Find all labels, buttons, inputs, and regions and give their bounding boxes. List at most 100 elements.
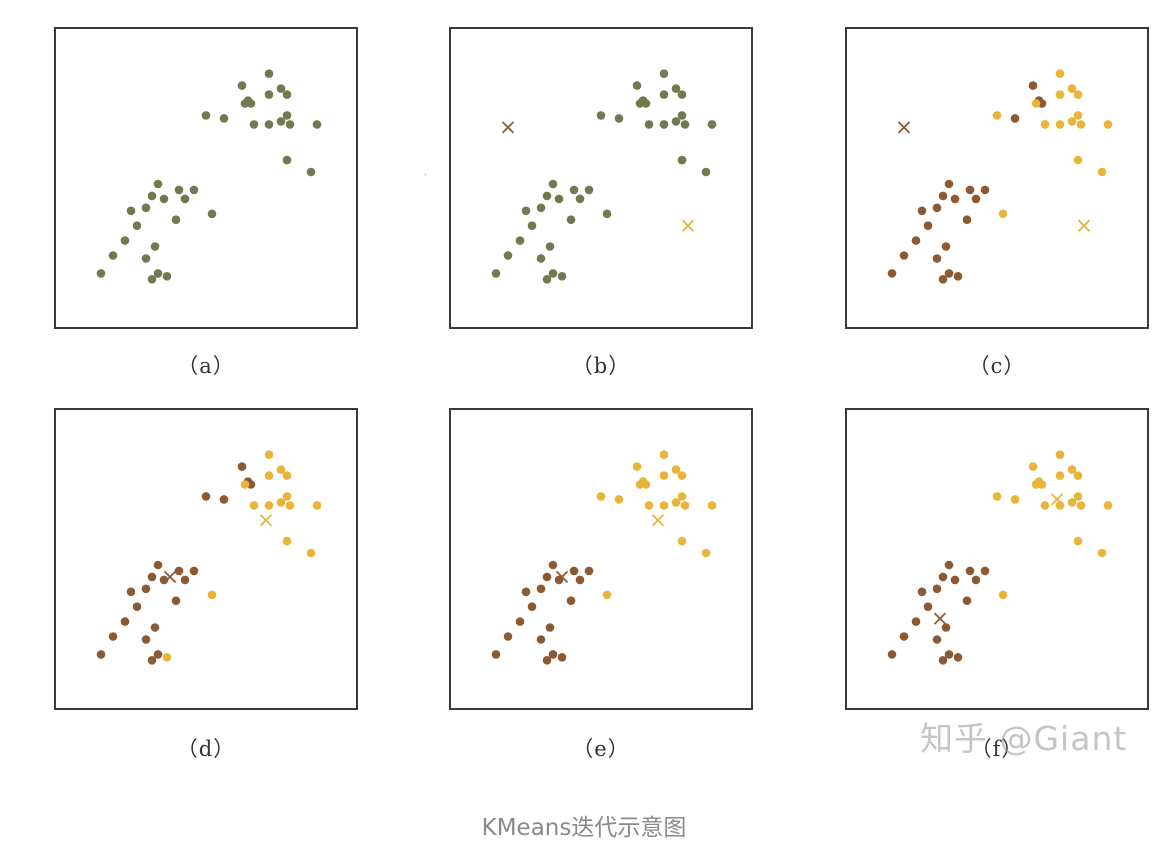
data-point [998,590,1008,600]
data-point [1073,492,1083,501]
data-point [899,632,909,641]
data-point [174,185,184,195]
data-point [614,495,624,504]
data-point [542,572,552,582]
data-point [659,120,669,129]
data-point [201,111,211,120]
data-point [171,596,181,605]
data-point [548,269,558,278]
data-point [536,254,546,263]
data-point [285,120,295,129]
centroid-marker [1050,493,1064,506]
data-point [1010,495,1020,504]
centroid-marker [681,219,695,232]
data-point [147,191,157,201]
panel-c-plot [887,69,1113,284]
data-point [150,242,160,251]
data-point [264,450,274,459]
panel-d-plot [96,450,322,665]
panel-a-plot [96,69,322,284]
data-point [276,117,286,126]
data-point [285,501,295,510]
data-point [680,120,690,129]
data-point [237,462,247,471]
data-point [644,501,654,510]
data-point [96,650,106,659]
panel-label-f: （f） [970,737,1024,761]
panel-e [449,408,753,710]
data-point [944,560,954,570]
data-point [950,575,960,585]
data-point [602,590,612,600]
data-point [887,650,897,659]
data-point [542,656,552,665]
data-point [132,221,142,230]
data-point [671,84,681,93]
data-point [1103,120,1113,129]
data-point [219,495,229,504]
centroid-marker [555,570,569,584]
data-point [680,501,690,510]
data-point [171,215,181,224]
data-point [1067,465,1077,474]
data-point [641,480,651,489]
data-point [575,194,585,204]
data-point [207,590,217,600]
data-point [938,572,948,582]
data-point [521,206,531,216]
data-point [276,84,286,93]
data-point [659,90,669,99]
panel-a [54,27,358,329]
data-point [159,575,169,585]
data-point [980,185,990,195]
data-point [938,275,948,284]
centroid-marker [897,121,911,134]
data-point [491,650,501,659]
figure-caption: KMeans迭代示意图 [481,815,687,841]
data-point [219,114,229,123]
data-point [141,203,151,213]
data-point [306,548,316,558]
data-point [554,194,564,204]
panel-label-b: （b） [571,354,631,378]
data-point [536,203,546,213]
data-point [569,566,579,576]
data-point [147,572,157,582]
data-point [557,653,567,662]
data-point [545,242,555,251]
data-point [1067,84,1077,93]
data-point [282,111,292,120]
data-point [701,548,711,558]
centroid-marker [259,514,273,527]
data-point [1055,120,1065,129]
data-point [1076,501,1086,510]
panel-e-plot [491,450,717,665]
data-point [917,587,927,597]
data-point [707,501,717,510]
data-point [962,596,972,605]
data-point [614,114,624,123]
data-point [953,272,963,281]
panel-label-c: （c） [968,354,1026,378]
data-point [521,587,531,597]
stray-dot [424,173,427,176]
data-point [677,471,687,480]
data-point [264,90,274,99]
data-point [120,617,130,626]
data-point [1067,117,1077,126]
data-point [189,185,199,195]
data-point [992,111,1002,120]
data-point [584,566,594,576]
data-point [941,623,951,632]
data-point [962,215,972,224]
data-point [1076,120,1086,129]
data-point [1067,498,1077,507]
data-point [264,120,274,129]
data-point [1031,99,1041,108]
data-point [120,236,130,245]
data-point [671,498,681,507]
data-point [899,251,909,260]
data-point [917,206,927,216]
data-point [575,575,585,585]
data-point [1010,114,1020,123]
